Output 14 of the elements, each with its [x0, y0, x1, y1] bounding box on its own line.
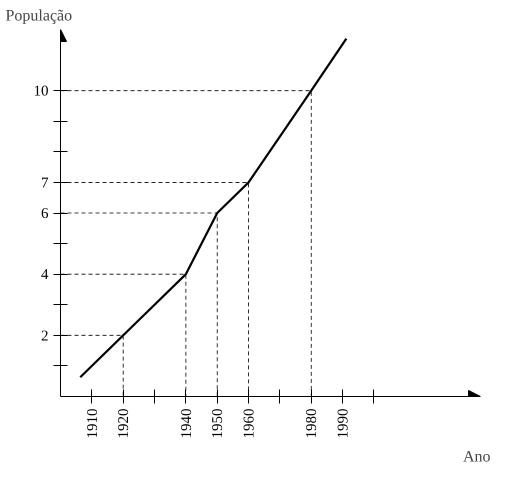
x-tick-label: 1960 [242, 408, 258, 438]
y-tick-label: 6 [41, 206, 49, 222]
x-tick-label: 1980 [304, 408, 320, 438]
y-tick-label: 2 [41, 328, 48, 344]
y-tick-label: 7 [41, 175, 49, 192]
y-tick-label: 4 [41, 267, 49, 284]
y-axis-title: População [6, 8, 72, 24]
x-tick-label: 1990 [336, 408, 352, 438]
x-axis-title: Ano [462, 448, 491, 466]
x-tick-label: 1910 [84, 408, 101, 438]
y-tick-label: 10 [34, 84, 48, 100]
x-tick-label: 1940 [178, 408, 195, 438]
x-tick-label: 1950 [210, 408, 226, 438]
x-tick-label: 1920 [116, 408, 132, 438]
